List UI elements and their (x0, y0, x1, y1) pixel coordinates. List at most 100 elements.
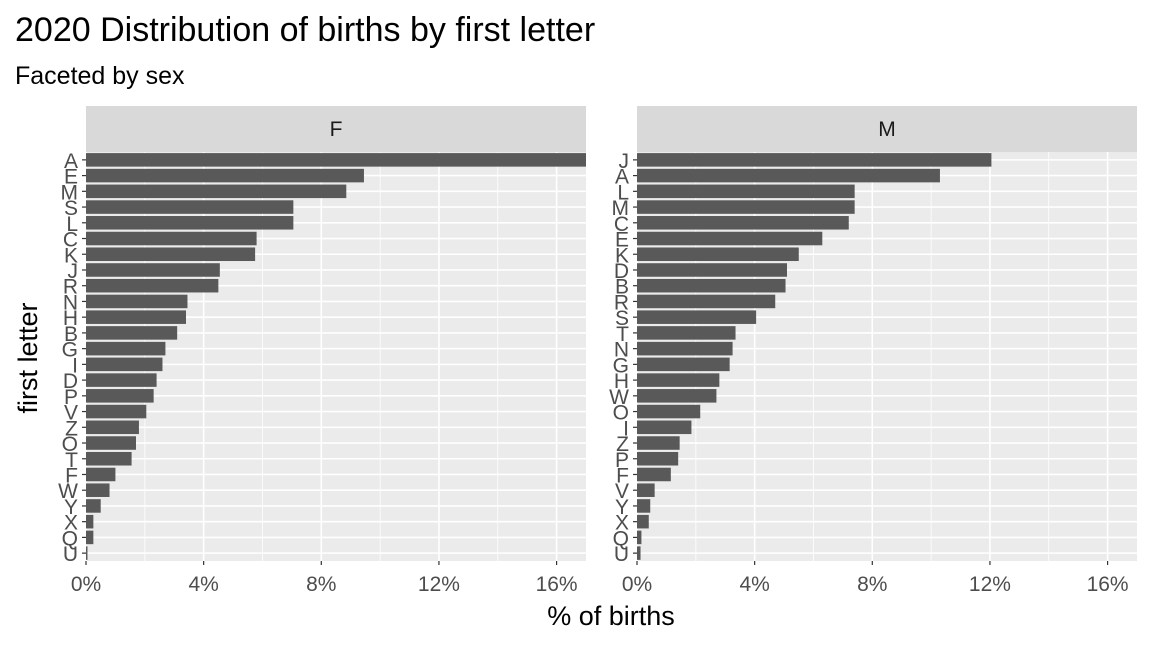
y-tick-label: X (615, 512, 629, 535)
bar-S (86, 200, 294, 214)
bar-W (637, 389, 717, 403)
y-tick-label: F (65, 464, 78, 487)
bar-J (86, 263, 220, 277)
y-tick-label: I (623, 417, 629, 440)
y-axis-title: first letter (13, 302, 43, 413)
facet-strip-label: M (878, 118, 896, 141)
y-tick-label: R (614, 291, 629, 314)
y-tick-label: L (617, 181, 629, 204)
y-tick-label: Z (65, 417, 78, 440)
bar-D (86, 373, 157, 387)
y-tick-label: G (62, 339, 78, 362)
bar-M (637, 200, 855, 214)
bar-Q (86, 530, 94, 545)
y-tick-label: C (614, 213, 629, 236)
y-tick-label: E (615, 229, 629, 252)
chart-title: 2020 Distribution of births by first let… (15, 11, 595, 49)
bar-H (86, 310, 186, 324)
bar-U (86, 546, 88, 560)
bar-X (637, 514, 649, 529)
bar-I (86, 357, 163, 372)
y-tick-label: A (615, 166, 629, 189)
y-tick-label: W (609, 386, 629, 409)
bar-O (86, 436, 136, 450)
y-tick-label: R (63, 276, 78, 299)
y-tick-label: K (615, 244, 629, 267)
bar-D (637, 263, 787, 277)
bar-J (637, 153, 992, 167)
bar-N (86, 294, 188, 309)
y-tick-label: N (63, 291, 78, 314)
bar-K (637, 247, 799, 262)
bar-K (86, 247, 256, 262)
bar-Y (637, 499, 651, 513)
bar-V (637, 483, 655, 497)
bar-P (86, 389, 154, 403)
bar-B (86, 326, 178, 340)
x-tick-label: 4% (739, 573, 769, 596)
bar-E (637, 231, 823, 246)
y-tick-label: Y (615, 496, 629, 519)
y-tick-label: H (614, 370, 629, 393)
y-tick-label: N (614, 339, 629, 362)
y-tick-label: T (616, 323, 629, 346)
bar-P (637, 451, 679, 466)
bar-A (86, 153, 586, 167)
y-tick-label: G (613, 354, 629, 377)
bar-Y (86, 499, 101, 513)
bar-L (637, 184, 855, 199)
y-tick-label: O (613, 402, 629, 425)
y-tick-label: L (66, 213, 78, 236)
y-tick-label: W (58, 480, 78, 503)
bar-E (86, 168, 364, 183)
x-tick-label: 0% (622, 573, 652, 596)
y-tick-label: Q (613, 527, 629, 550)
y-tick-label: S (64, 197, 78, 220)
facet-strip-label: F (330, 118, 343, 141)
bar-B (637, 278, 786, 293)
y-tick-label: Z (616, 433, 629, 456)
x-tick-label: 0% (71, 573, 101, 596)
bar-Z (637, 436, 680, 450)
y-tick-label: U (63, 543, 78, 566)
y-tick-label: O (62, 433, 78, 456)
bar-R (86, 278, 219, 293)
facet-strip (86, 106, 586, 152)
y-tick-label: A (64, 150, 78, 173)
bar-G (637, 357, 730, 372)
x-tick-label: 8% (857, 573, 887, 596)
x-tick-label: 16% (536, 573, 578, 596)
x-axis-title: % of births (547, 601, 675, 631)
y-tick-label: F (616, 464, 629, 487)
bar-H (637, 373, 720, 387)
bar-L (86, 216, 294, 230)
bar-M (86, 184, 347, 199)
x-tick-label: 4% (188, 573, 218, 596)
bar-N (637, 341, 733, 356)
bar-R (637, 294, 776, 309)
y-tick-label: M (61, 181, 79, 204)
bar-W (86, 483, 110, 497)
x-tick-label: 8% (306, 573, 336, 596)
y-tick-label: H (63, 307, 78, 330)
y-tick-label: C (63, 229, 78, 252)
y-tick-label: I (72, 354, 78, 377)
x-tick-label: 12% (418, 573, 460, 596)
y-tick-label: E (64, 166, 78, 189)
x-tick-label: 16% (1087, 573, 1129, 596)
bar-C (86, 231, 257, 246)
bar-U (637, 546, 641, 560)
y-tick-label: M (612, 197, 630, 220)
y-tick-label: Q (62, 527, 78, 550)
bar-O (637, 404, 701, 419)
bar-C (637, 216, 849, 230)
bar-Q (637, 530, 642, 545)
bar-A (637, 168, 940, 183)
bar-F (637, 467, 671, 482)
bar-T (637, 326, 736, 340)
y-tick-label: K (64, 244, 78, 267)
y-tick-label: U (614, 543, 629, 566)
